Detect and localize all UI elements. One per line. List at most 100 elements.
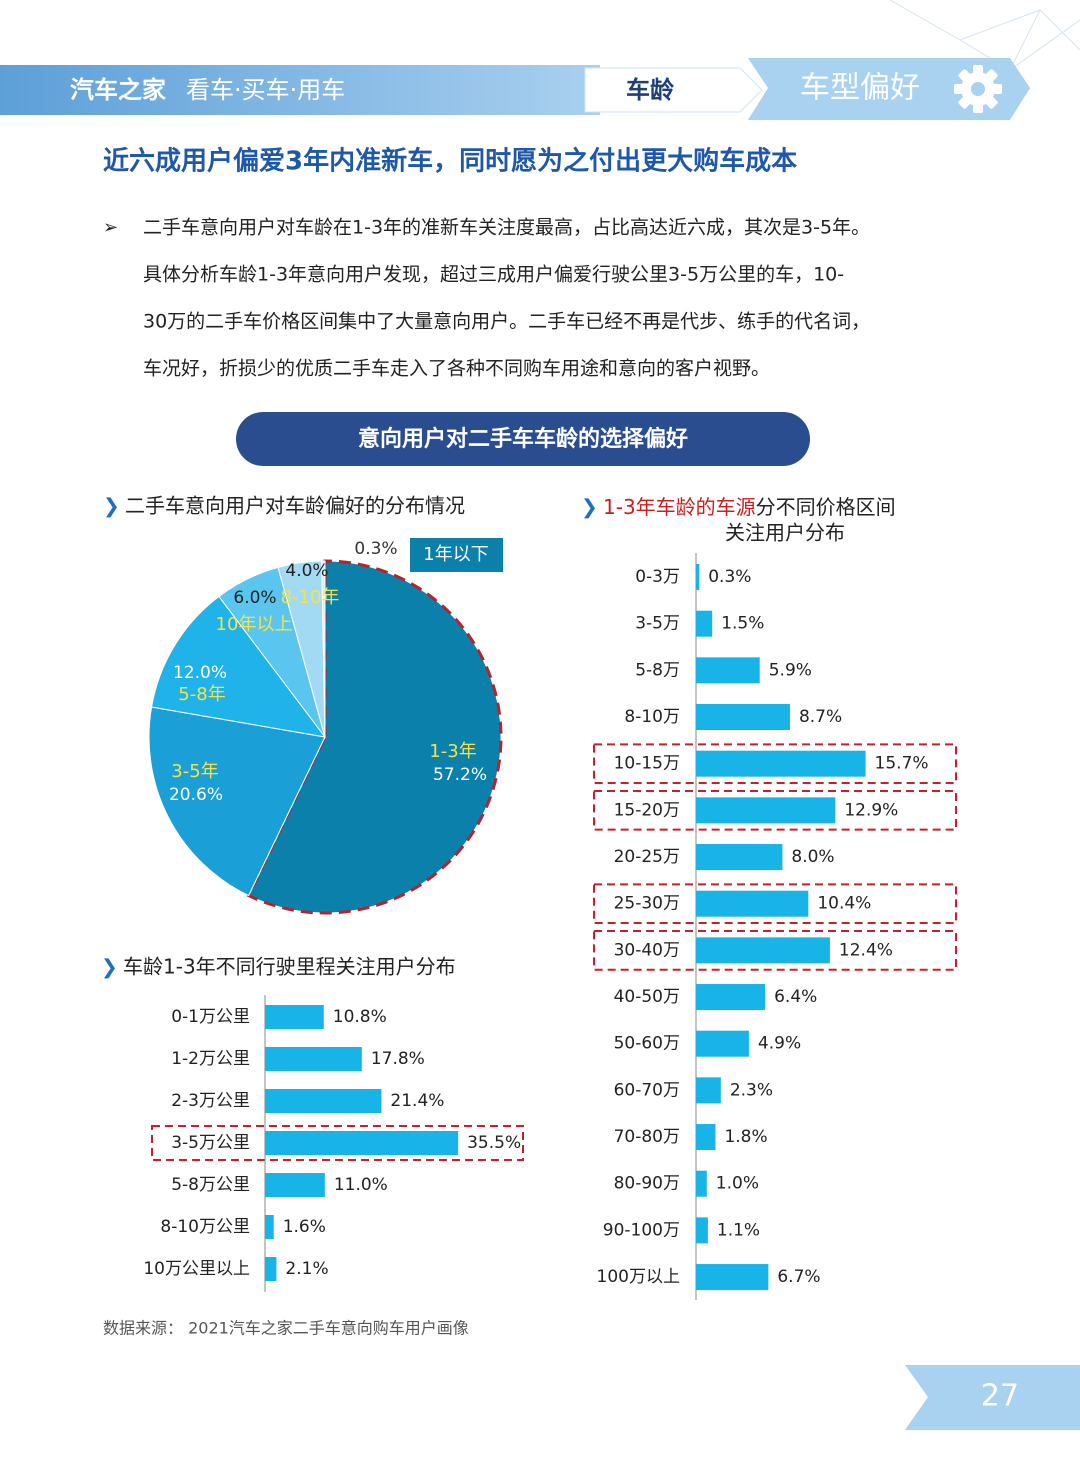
category-label: 10万公里以上 <box>143 1259 250 1279</box>
bar <box>696 610 713 637</box>
value-label: 10.8% <box>333 1007 387 1027</box>
value-label: 15.7% <box>875 754 929 774</box>
brand: 汽车之家 <box>70 76 166 104</box>
bar <box>696 937 830 964</box>
paragraph-line: 二手车意向用户对车龄在1-3年的准新车关注度最高，占比高达近六成，其次是3-5年… <box>143 217 870 239</box>
slice-value: 12.0% <box>173 663 227 683</box>
category-label: 5-8万公里 <box>171 1175 250 1195</box>
highlight-box <box>593 790 957 831</box>
category-label: 60-70万 <box>614 1080 680 1100</box>
value-label: 0.3% <box>708 567 751 587</box>
value-label: 1.0% <box>716 1174 759 1194</box>
gear-icon <box>954 65 1002 113</box>
category-label: 80-90万 <box>614 1174 680 1194</box>
bar <box>696 844 783 871</box>
slice-category: 8-10年 <box>281 587 340 608</box>
slice-category: 1年以下 <box>423 544 488 565</box>
banner-label: 意向用户对二手车车龄的选择偏好 <box>358 426 688 452</box>
value-label: 8.7% <box>799 707 842 727</box>
bar <box>696 1217 708 1244</box>
source: 数据来源： 2021汽车之家二手车意向购车用户画像 <box>103 1319 469 1338</box>
category-label: 30-40万 <box>614 940 680 960</box>
value-label: 6.7% <box>777 1267 820 1287</box>
header-band <box>0 65 600 115</box>
chart-title-red: 1-3年车龄的车源 <box>603 495 756 519</box>
slice-value: 0.3% <box>354 539 397 559</box>
value-label: 1.1% <box>717 1220 760 1240</box>
value-label: 8.0% <box>791 847 834 867</box>
category-label: 50-60万 <box>614 1034 680 1054</box>
value-label: 12.4% <box>839 940 893 960</box>
chevron: ❯ <box>581 495 598 519</box>
value-label: 1.5% <box>721 614 764 634</box>
bar <box>696 750 866 777</box>
pie-slice <box>321 560 326 738</box>
value-label: 1.6% <box>283 1217 326 1237</box>
category-label: 15-20万 <box>614 800 680 820</box>
bar <box>265 1257 277 1281</box>
header-tab <box>584 67 763 113</box>
category-label: 3-5万公里 <box>171 1133 250 1153</box>
value-label: 17.8% <box>371 1049 425 1069</box>
category-label: 1-2万公里 <box>171 1049 250 1069</box>
legend-box <box>410 538 503 572</box>
value-label: 10.4% <box>817 894 871 914</box>
bullet: ➢ <box>103 217 118 238</box>
paragraph-line: 车况好，折损少的优质二手车走入了各种不同购车用途和意向的客户视野。 <box>143 358 770 380</box>
tagline: 看车·买车·用车 <box>186 76 345 104</box>
slice-category: 1-3年 <box>429 741 476 762</box>
highlight-box <box>593 883 957 925</box>
section-label: 车型偏好 <box>800 71 920 106</box>
chart-title: 车龄1-3年不同行驶里程关注用户分布 <box>123 955 456 979</box>
value-label: 6.4% <box>774 987 817 1007</box>
bar <box>696 657 760 684</box>
section-band <box>748 58 1030 120</box>
category-label: 70-80万 <box>614 1127 680 1147</box>
value-label: 1.8% <box>724 1127 767 1147</box>
page-badge <box>905 1365 1080 1430</box>
category-label: 40-50万 <box>614 987 680 1007</box>
slice-category: 10年以上 <box>216 614 293 635</box>
bar <box>696 797 836 824</box>
bar <box>696 1030 749 1057</box>
category-label: 3-5万 <box>635 614 680 634</box>
bar <box>696 890 809 917</box>
slice-category: 5-8年 <box>178 684 225 705</box>
category-label: 8-10万 <box>624 707 680 727</box>
bar <box>696 1170 707 1197</box>
slice-value: 6.0% <box>233 588 276 608</box>
value-label: 11.0% <box>334 1175 388 1195</box>
category-label: 5-8万 <box>635 660 680 680</box>
value-label: 4.9% <box>758 1034 801 1054</box>
bar <box>696 564 700 590</box>
value-label: 21.4% <box>390 1091 444 1111</box>
bar <box>265 1047 362 1071</box>
chart-title-rest: 分不同价格区间 <box>756 495 896 519</box>
paragraph-line: 30万的二手车价格区间集中了大量意向用户。二手车已经不再是代步、练手的代名词， <box>143 311 870 333</box>
slice-value: 4.0% <box>285 561 328 581</box>
highlight-box <box>151 1125 524 1161</box>
category-label: 2-3万公里 <box>171 1091 250 1111</box>
chart-title: 关注用户分布 <box>725 521 845 545</box>
category-label: 20-25万 <box>614 847 680 867</box>
highlight-outline <box>246 559 503 915</box>
bar <box>265 1089 382 1113</box>
category-label: 100万以上 <box>597 1267 680 1287</box>
chart-title: 1-3年车龄的车源分不同价格区间 <box>603 495 896 519</box>
bar <box>265 1215 274 1239</box>
bar <box>265 1005 324 1029</box>
bar <box>696 984 766 1011</box>
slice-value: 57.2% <box>433 765 487 785</box>
value-label: 5.9% <box>769 660 812 680</box>
chart-title: 二手车意向用户对车龄偏好的分布情况 <box>125 494 465 518</box>
header-tab-label: 车龄 <box>626 76 675 104</box>
highlight-box <box>593 743 957 785</box>
category-label: 10-15万 <box>614 754 680 774</box>
banner <box>236 412 810 466</box>
page-title: 近六成用户偏爱3年内准新车，同时愿为之付出更大购车成本 <box>103 146 797 177</box>
highlight-box <box>593 930 957 971</box>
paragraph-line: 具体分析车龄1-3年意向用户发现，超过三成用户偏爱行驶公里3-5万公里的车，10… <box>143 264 844 286</box>
bar <box>696 1077 721 1104</box>
chevron: ❯ <box>103 494 120 518</box>
